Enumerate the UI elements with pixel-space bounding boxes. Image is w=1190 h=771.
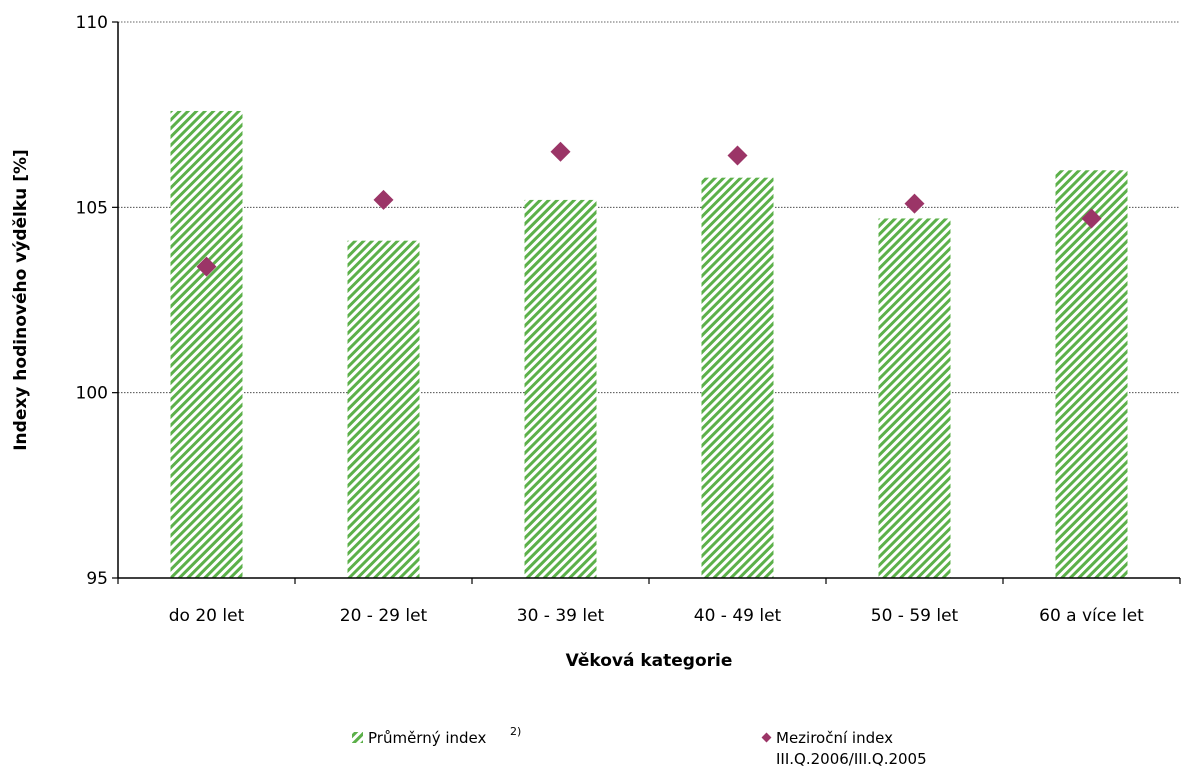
- legend-bar-superscript: 2): [510, 725, 521, 738]
- y-tick-label: 110: [76, 13, 108, 33]
- markers: [196, 141, 1102, 277]
- bar: [347, 240, 420, 578]
- legend-diamond-marker: [761, 732, 772, 743]
- legend-marker-label-line2: III.Q.2006/III.Q.2005: [776, 750, 927, 768]
- y-tick-label: 105: [76, 198, 108, 218]
- diamond-marker: [196, 256, 217, 277]
- x-axis-title: Věková kategorie: [566, 651, 733, 671]
- gridlines: [118, 21, 1180, 394]
- bar: [1055, 170, 1128, 578]
- tick-labels: 95 100 105 110 do 20 let 20 - 29 let 30 - 39 l…: [76, 13, 1181, 626]
- legend-bar-swatch: [352, 732, 363, 743]
- legend-bar-label: Průměrný index: [368, 729, 487, 747]
- bar: [878, 218, 951, 578]
- bar: [524, 199, 597, 579]
- y-axis-title: Indexy hodinového výdělku [%]: [11, 149, 31, 451]
- x-tick-label: 30 - 39 let: [517, 606, 605, 626]
- diamond-marker: [550, 141, 571, 162]
- axes: [117, 22, 1180, 579]
- y-tick-label: 95: [86, 569, 108, 589]
- bar: [170, 110, 243, 579]
- bar: [701, 177, 774, 578]
- x-tick-label: do 20 let: [169, 606, 245, 626]
- x-tick-label: 40 - 49 let: [694, 606, 782, 626]
- x-tick-label: 20 - 29 let: [340, 606, 428, 626]
- legend-item-bar: Průměrný index 2): [352, 725, 521, 747]
- diamond-marker: [373, 189, 394, 210]
- bars: [170, 110, 1128, 579]
- legend: Průměrný index 2) Meziroční index III.Q.…: [352, 725, 927, 768]
- diamond-marker: [727, 145, 748, 166]
- diamond-marker: [1081, 208, 1102, 229]
- legend-marker-label: Meziroční index: [776, 729, 893, 747]
- x-tick-label: 60 a více let: [1039, 606, 1144, 626]
- x-tick-label: 50 - 59 let: [871, 606, 959, 626]
- legend-item-marker: Meziroční index III.Q.2006/III.Q.2005: [761, 729, 927, 768]
- diamond-marker: [904, 193, 925, 214]
- y-tick-label: 100: [76, 384, 108, 404]
